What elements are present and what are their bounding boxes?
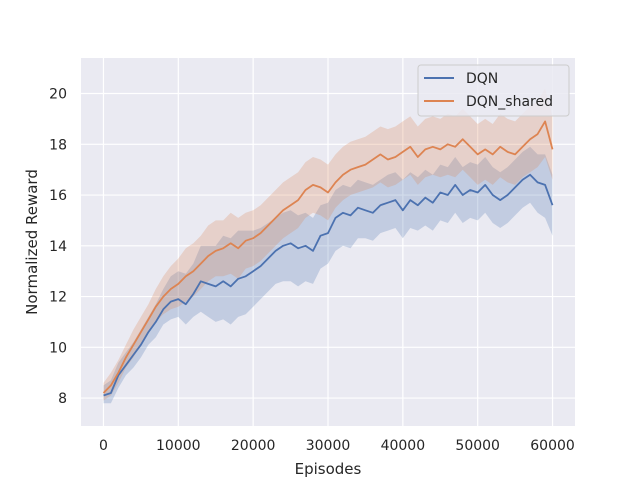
y-tick-label: 8 — [58, 391, 67, 407]
x-tick-label: 10000 — [156, 438, 201, 454]
series-line-dqn — [103, 173, 554, 397]
legend-label-dqn: DQN — [466, 71, 498, 87]
x-tick-label: 50000 — [455, 438, 500, 454]
y-tick-label: 12 — [49, 290, 67, 306]
y-tick-label: 18 — [49, 137, 67, 153]
x-tick-labels: 0 10000 20000 30000 40000 50000 60000 — [99, 438, 575, 454]
x-tick-label: 40000 — [381, 438, 426, 454]
x-tick-label: 60000 — [530, 438, 575, 454]
series-lines — [102, 120, 554, 397]
y-axis-title: Normalized Reward — [23, 169, 41, 315]
series-line-dqn-shared — [102, 120, 554, 394]
y-tick-label: 14 — [49, 239, 67, 255]
grid — [81, 58, 575, 426]
legend-label-dqn-shared: DQN_shared — [466, 94, 553, 110]
y-tick-label: 16 — [49, 188, 67, 204]
x-tick-label: 0 — [99, 438, 108, 454]
y-tick-labels: 8 10 12 14 16 18 20 — [49, 87, 67, 408]
band-dqn — [103, 146, 553, 404]
x-tick-label: 30000 — [306, 438, 351, 454]
confidence-bands — [103, 88, 553, 404]
legend-frame — [417, 64, 570, 117]
y-tick-label: 10 — [49, 340, 67, 356]
band-dqn-shared — [103, 88, 553, 401]
x-axis-title: Episodes — [295, 460, 362, 478]
x-tick-label: 20000 — [231, 438, 276, 454]
legend: DQN DQN_shared — [417, 64, 570, 117]
y-tick-label: 20 — [49, 87, 67, 103]
